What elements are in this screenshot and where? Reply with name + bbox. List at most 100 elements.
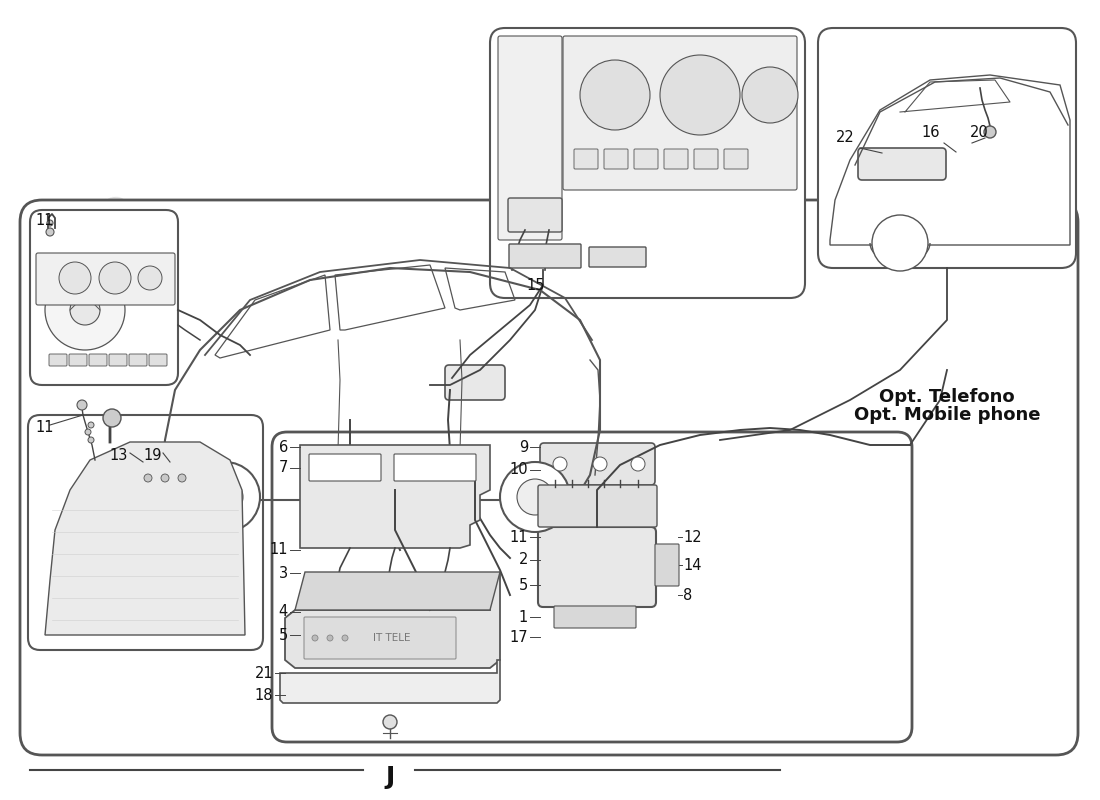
FancyBboxPatch shape <box>508 198 562 232</box>
Polygon shape <box>280 660 500 703</box>
FancyBboxPatch shape <box>664 149 688 169</box>
FancyBboxPatch shape <box>654 544 679 586</box>
Text: 22: 22 <box>836 130 855 145</box>
Text: 5: 5 <box>278 627 288 642</box>
Text: 2: 2 <box>518 553 528 567</box>
Circle shape <box>593 457 607 471</box>
FancyBboxPatch shape <box>138 462 212 494</box>
Circle shape <box>383 715 397 729</box>
Text: 11: 11 <box>35 213 54 228</box>
FancyBboxPatch shape <box>130 455 220 507</box>
Text: 4: 4 <box>278 605 288 619</box>
Polygon shape <box>300 445 490 548</box>
Text: Opt. Mobile phone: Opt. Mobile phone <box>854 406 1041 424</box>
FancyBboxPatch shape <box>109 354 126 366</box>
Text: 13: 13 <box>110 448 128 463</box>
FancyBboxPatch shape <box>129 354 147 366</box>
Circle shape <box>103 409 121 427</box>
Text: 10: 10 <box>509 462 528 478</box>
FancyBboxPatch shape <box>309 454 381 481</box>
FancyBboxPatch shape <box>498 36 562 240</box>
FancyBboxPatch shape <box>28 415 263 650</box>
FancyBboxPatch shape <box>538 485 657 527</box>
Circle shape <box>47 220 53 226</box>
Text: 20: 20 <box>970 125 989 140</box>
FancyBboxPatch shape <box>540 443 654 485</box>
FancyBboxPatch shape <box>20 200 1078 755</box>
Text: eurospares: eurospares <box>97 186 363 264</box>
FancyBboxPatch shape <box>724 149 748 169</box>
Circle shape <box>138 266 162 290</box>
FancyBboxPatch shape <box>604 149 628 169</box>
Circle shape <box>45 270 125 350</box>
FancyBboxPatch shape <box>858 148 946 180</box>
Circle shape <box>88 422 94 428</box>
FancyBboxPatch shape <box>509 244 581 268</box>
Text: 21: 21 <box>254 666 273 681</box>
FancyBboxPatch shape <box>818 28 1076 268</box>
Circle shape <box>742 67 797 123</box>
FancyBboxPatch shape <box>69 354 87 366</box>
FancyBboxPatch shape <box>563 36 798 190</box>
Circle shape <box>46 228 54 236</box>
Text: IT TELE: IT TELE <box>373 633 410 643</box>
FancyBboxPatch shape <box>574 149 598 169</box>
FancyBboxPatch shape <box>272 432 912 742</box>
Circle shape <box>517 479 553 515</box>
Circle shape <box>342 635 348 641</box>
Circle shape <box>631 457 645 471</box>
Text: 11: 11 <box>509 530 528 545</box>
FancyBboxPatch shape <box>148 354 167 366</box>
Text: 11: 11 <box>35 420 54 435</box>
FancyBboxPatch shape <box>434 584 455 600</box>
FancyBboxPatch shape <box>50 354 67 366</box>
Text: eurospares: eurospares <box>507 551 773 629</box>
FancyBboxPatch shape <box>304 617 456 659</box>
Circle shape <box>660 55 740 135</box>
FancyBboxPatch shape <box>490 28 805 298</box>
Text: 3: 3 <box>279 566 288 581</box>
FancyBboxPatch shape <box>588 247 646 267</box>
Circle shape <box>207 479 243 515</box>
Circle shape <box>59 262 91 294</box>
FancyBboxPatch shape <box>446 365 505 400</box>
Circle shape <box>70 295 100 325</box>
Text: 5: 5 <box>519 578 528 593</box>
Text: 17: 17 <box>509 630 528 645</box>
Text: 8: 8 <box>683 587 692 602</box>
Text: 11: 11 <box>270 542 288 558</box>
Circle shape <box>553 457 566 471</box>
Circle shape <box>77 400 87 410</box>
Text: Opt. Telefono: Opt. Telefono <box>879 388 1015 406</box>
FancyBboxPatch shape <box>394 454 476 481</box>
FancyBboxPatch shape <box>381 579 405 596</box>
FancyBboxPatch shape <box>30 210 178 385</box>
Circle shape <box>872 215 928 271</box>
Text: 6: 6 <box>278 439 288 454</box>
Circle shape <box>190 462 260 532</box>
FancyBboxPatch shape <box>538 527 656 607</box>
Circle shape <box>178 474 186 482</box>
Circle shape <box>500 462 570 532</box>
Text: J: J <box>385 765 395 789</box>
Text: 14: 14 <box>683 558 702 573</box>
FancyBboxPatch shape <box>554 606 636 628</box>
Circle shape <box>580 60 650 130</box>
FancyBboxPatch shape <box>36 253 175 305</box>
Circle shape <box>88 437 94 443</box>
Polygon shape <box>45 442 245 635</box>
Text: 15: 15 <box>527 278 546 293</box>
Text: 1: 1 <box>519 610 528 625</box>
Text: 9: 9 <box>519 439 528 454</box>
Circle shape <box>99 262 131 294</box>
Circle shape <box>312 635 318 641</box>
FancyBboxPatch shape <box>89 354 107 366</box>
Circle shape <box>161 474 169 482</box>
FancyBboxPatch shape <box>329 577 356 594</box>
Polygon shape <box>285 572 500 668</box>
FancyBboxPatch shape <box>634 149 658 169</box>
Circle shape <box>85 429 91 435</box>
Circle shape <box>984 126 996 138</box>
Text: 7: 7 <box>278 461 288 475</box>
Text: 18: 18 <box>254 687 273 702</box>
